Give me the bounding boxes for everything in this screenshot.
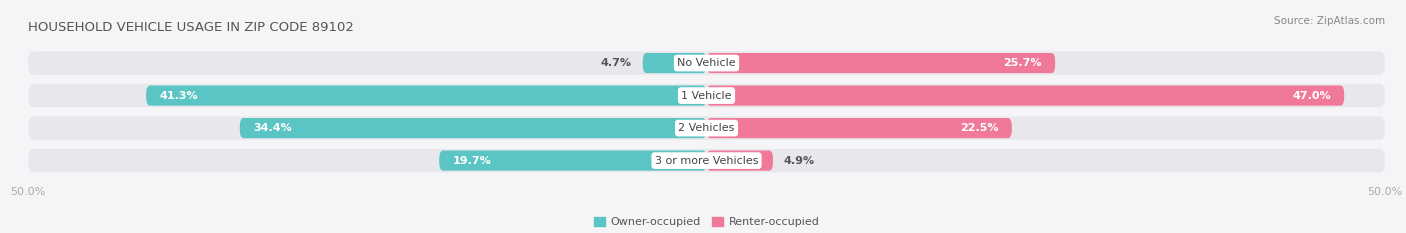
Text: 25.7%: 25.7% xyxy=(1002,58,1042,68)
Text: No Vehicle: No Vehicle xyxy=(678,58,735,68)
Text: 1 Vehicle: 1 Vehicle xyxy=(682,91,731,101)
Text: 4.9%: 4.9% xyxy=(785,156,815,166)
Text: 4.7%: 4.7% xyxy=(600,58,631,68)
FancyBboxPatch shape xyxy=(28,149,1385,172)
Text: 47.0%: 47.0% xyxy=(1292,91,1330,101)
FancyBboxPatch shape xyxy=(707,151,773,171)
FancyBboxPatch shape xyxy=(707,53,1056,73)
Text: 3 or more Vehicles: 3 or more Vehicles xyxy=(655,156,758,166)
Text: 2 Vehicles: 2 Vehicles xyxy=(678,123,735,133)
FancyBboxPatch shape xyxy=(439,151,707,171)
FancyBboxPatch shape xyxy=(240,118,707,138)
Text: 34.4%: 34.4% xyxy=(253,123,292,133)
FancyBboxPatch shape xyxy=(707,118,1012,138)
FancyBboxPatch shape xyxy=(643,53,707,73)
Text: 22.5%: 22.5% xyxy=(960,123,998,133)
FancyBboxPatch shape xyxy=(146,86,707,106)
Legend: Owner-occupied, Renter-occupied: Owner-occupied, Renter-occupied xyxy=(589,212,824,232)
FancyBboxPatch shape xyxy=(28,116,1385,140)
Text: HOUSEHOLD VEHICLE USAGE IN ZIP CODE 89102: HOUSEHOLD VEHICLE USAGE IN ZIP CODE 8910… xyxy=(28,21,354,34)
FancyBboxPatch shape xyxy=(28,84,1385,107)
Text: 19.7%: 19.7% xyxy=(453,156,492,166)
FancyBboxPatch shape xyxy=(707,86,1344,106)
Text: Source: ZipAtlas.com: Source: ZipAtlas.com xyxy=(1274,16,1385,26)
Text: 41.3%: 41.3% xyxy=(160,91,198,101)
FancyBboxPatch shape xyxy=(28,51,1385,75)
